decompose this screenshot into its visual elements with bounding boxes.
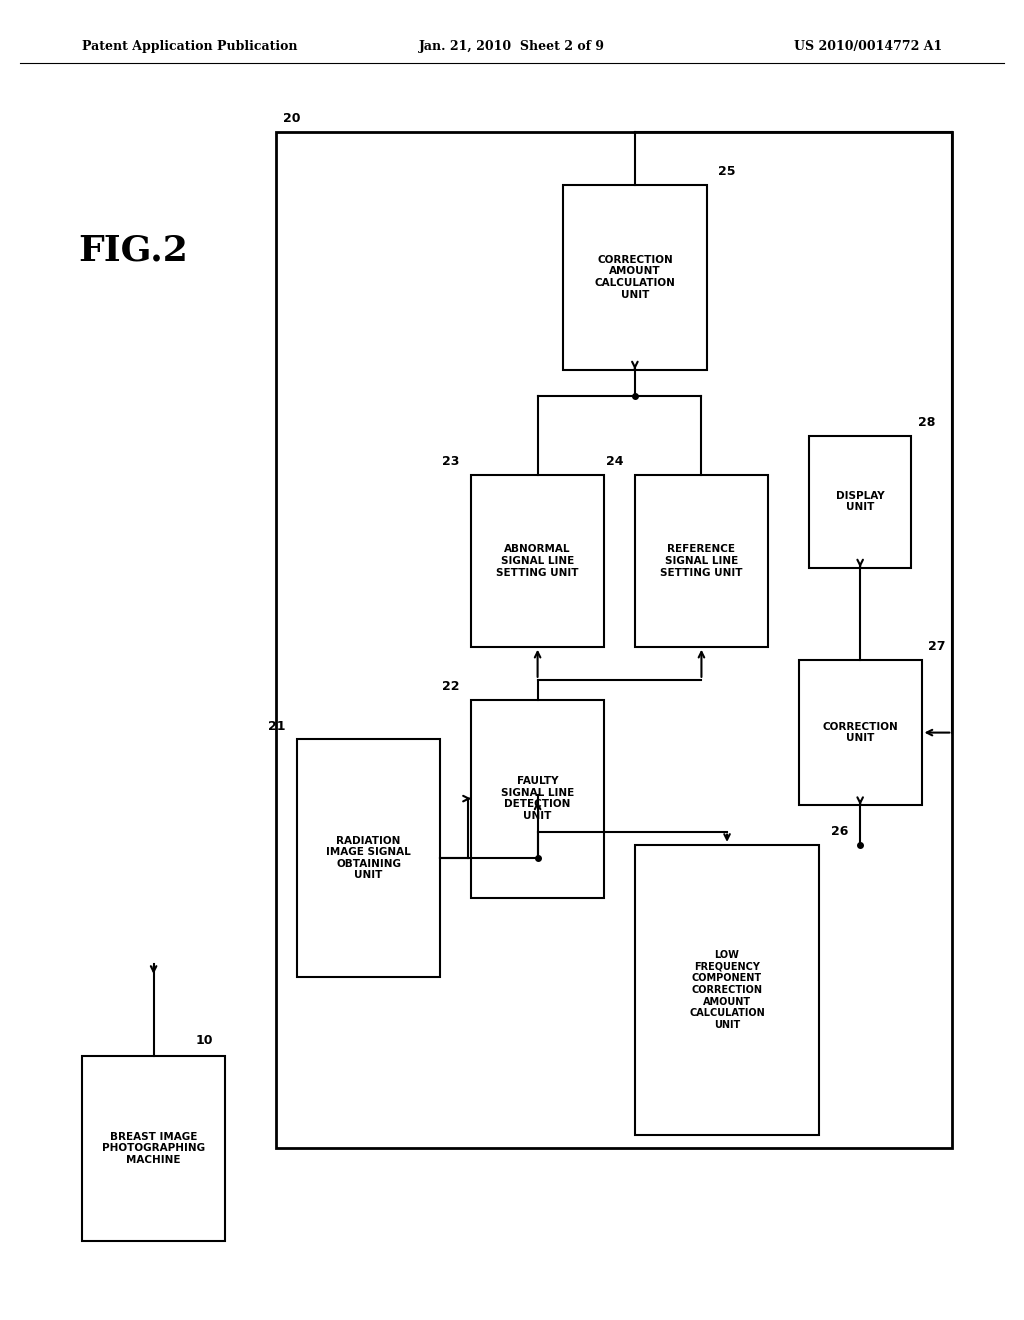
Text: 10: 10 [196,1034,214,1047]
Text: 23: 23 [442,455,459,469]
Text: Jan. 21, 2010  Sheet 2 of 9: Jan. 21, 2010 Sheet 2 of 9 [419,40,605,53]
Text: 26: 26 [831,825,848,838]
Text: LOW
FREQUENCY
COMPONENT
CORRECTION
AMOUNT
CALCULATION
UNIT: LOW FREQUENCY COMPONENT CORRECTION AMOUN… [689,950,765,1030]
Text: ABNORMAL
SIGNAL LINE
SETTING UNIT: ABNORMAL SIGNAL LINE SETTING UNIT [497,544,579,578]
Bar [809,436,911,568]
Text: CORRECTION
UNIT: CORRECTION UNIT [822,722,898,743]
Text: Patent Application Publication: Patent Application Publication [82,40,297,53]
Text: CORRECTION
AMOUNT
CALCULATION
UNIT: CORRECTION AMOUNT CALCULATION UNIT [595,255,675,300]
Text: FIG.2: FIG.2 [78,234,188,268]
Bar [635,845,819,1135]
Bar [635,475,768,647]
Text: 27: 27 [928,640,946,653]
Text: 20: 20 [283,112,301,125]
Bar [297,739,440,977]
Bar [799,660,922,805]
Text: US 2010/0014772 A1: US 2010/0014772 A1 [794,40,942,53]
Text: REFERENCE
SIGNAL LINE
SETTING UNIT: REFERENCE SIGNAL LINE SETTING UNIT [660,544,742,578]
Bar [276,132,952,1148]
Text: BREAST IMAGE
PHOTOGRAPHING
MACHINE: BREAST IMAGE PHOTOGRAPHING MACHINE [102,1131,205,1166]
Bar [471,700,604,898]
Bar [82,1056,225,1241]
Bar [471,475,604,647]
Text: 24: 24 [605,455,624,469]
Text: 22: 22 [441,680,460,693]
Text: 25: 25 [718,165,736,178]
Bar [563,185,707,370]
Text: FAULTY
SIGNAL LINE
DETECTION
UNIT: FAULTY SIGNAL LINE DETECTION UNIT [501,776,574,821]
Text: 21: 21 [267,719,286,733]
Text: 28: 28 [919,416,935,429]
Text: DISPLAY
UNIT: DISPLAY UNIT [836,491,885,512]
Text: RADIATION
IMAGE SIGNAL
OBTAINING
UNIT: RADIATION IMAGE SIGNAL OBTAINING UNIT [327,836,411,880]
